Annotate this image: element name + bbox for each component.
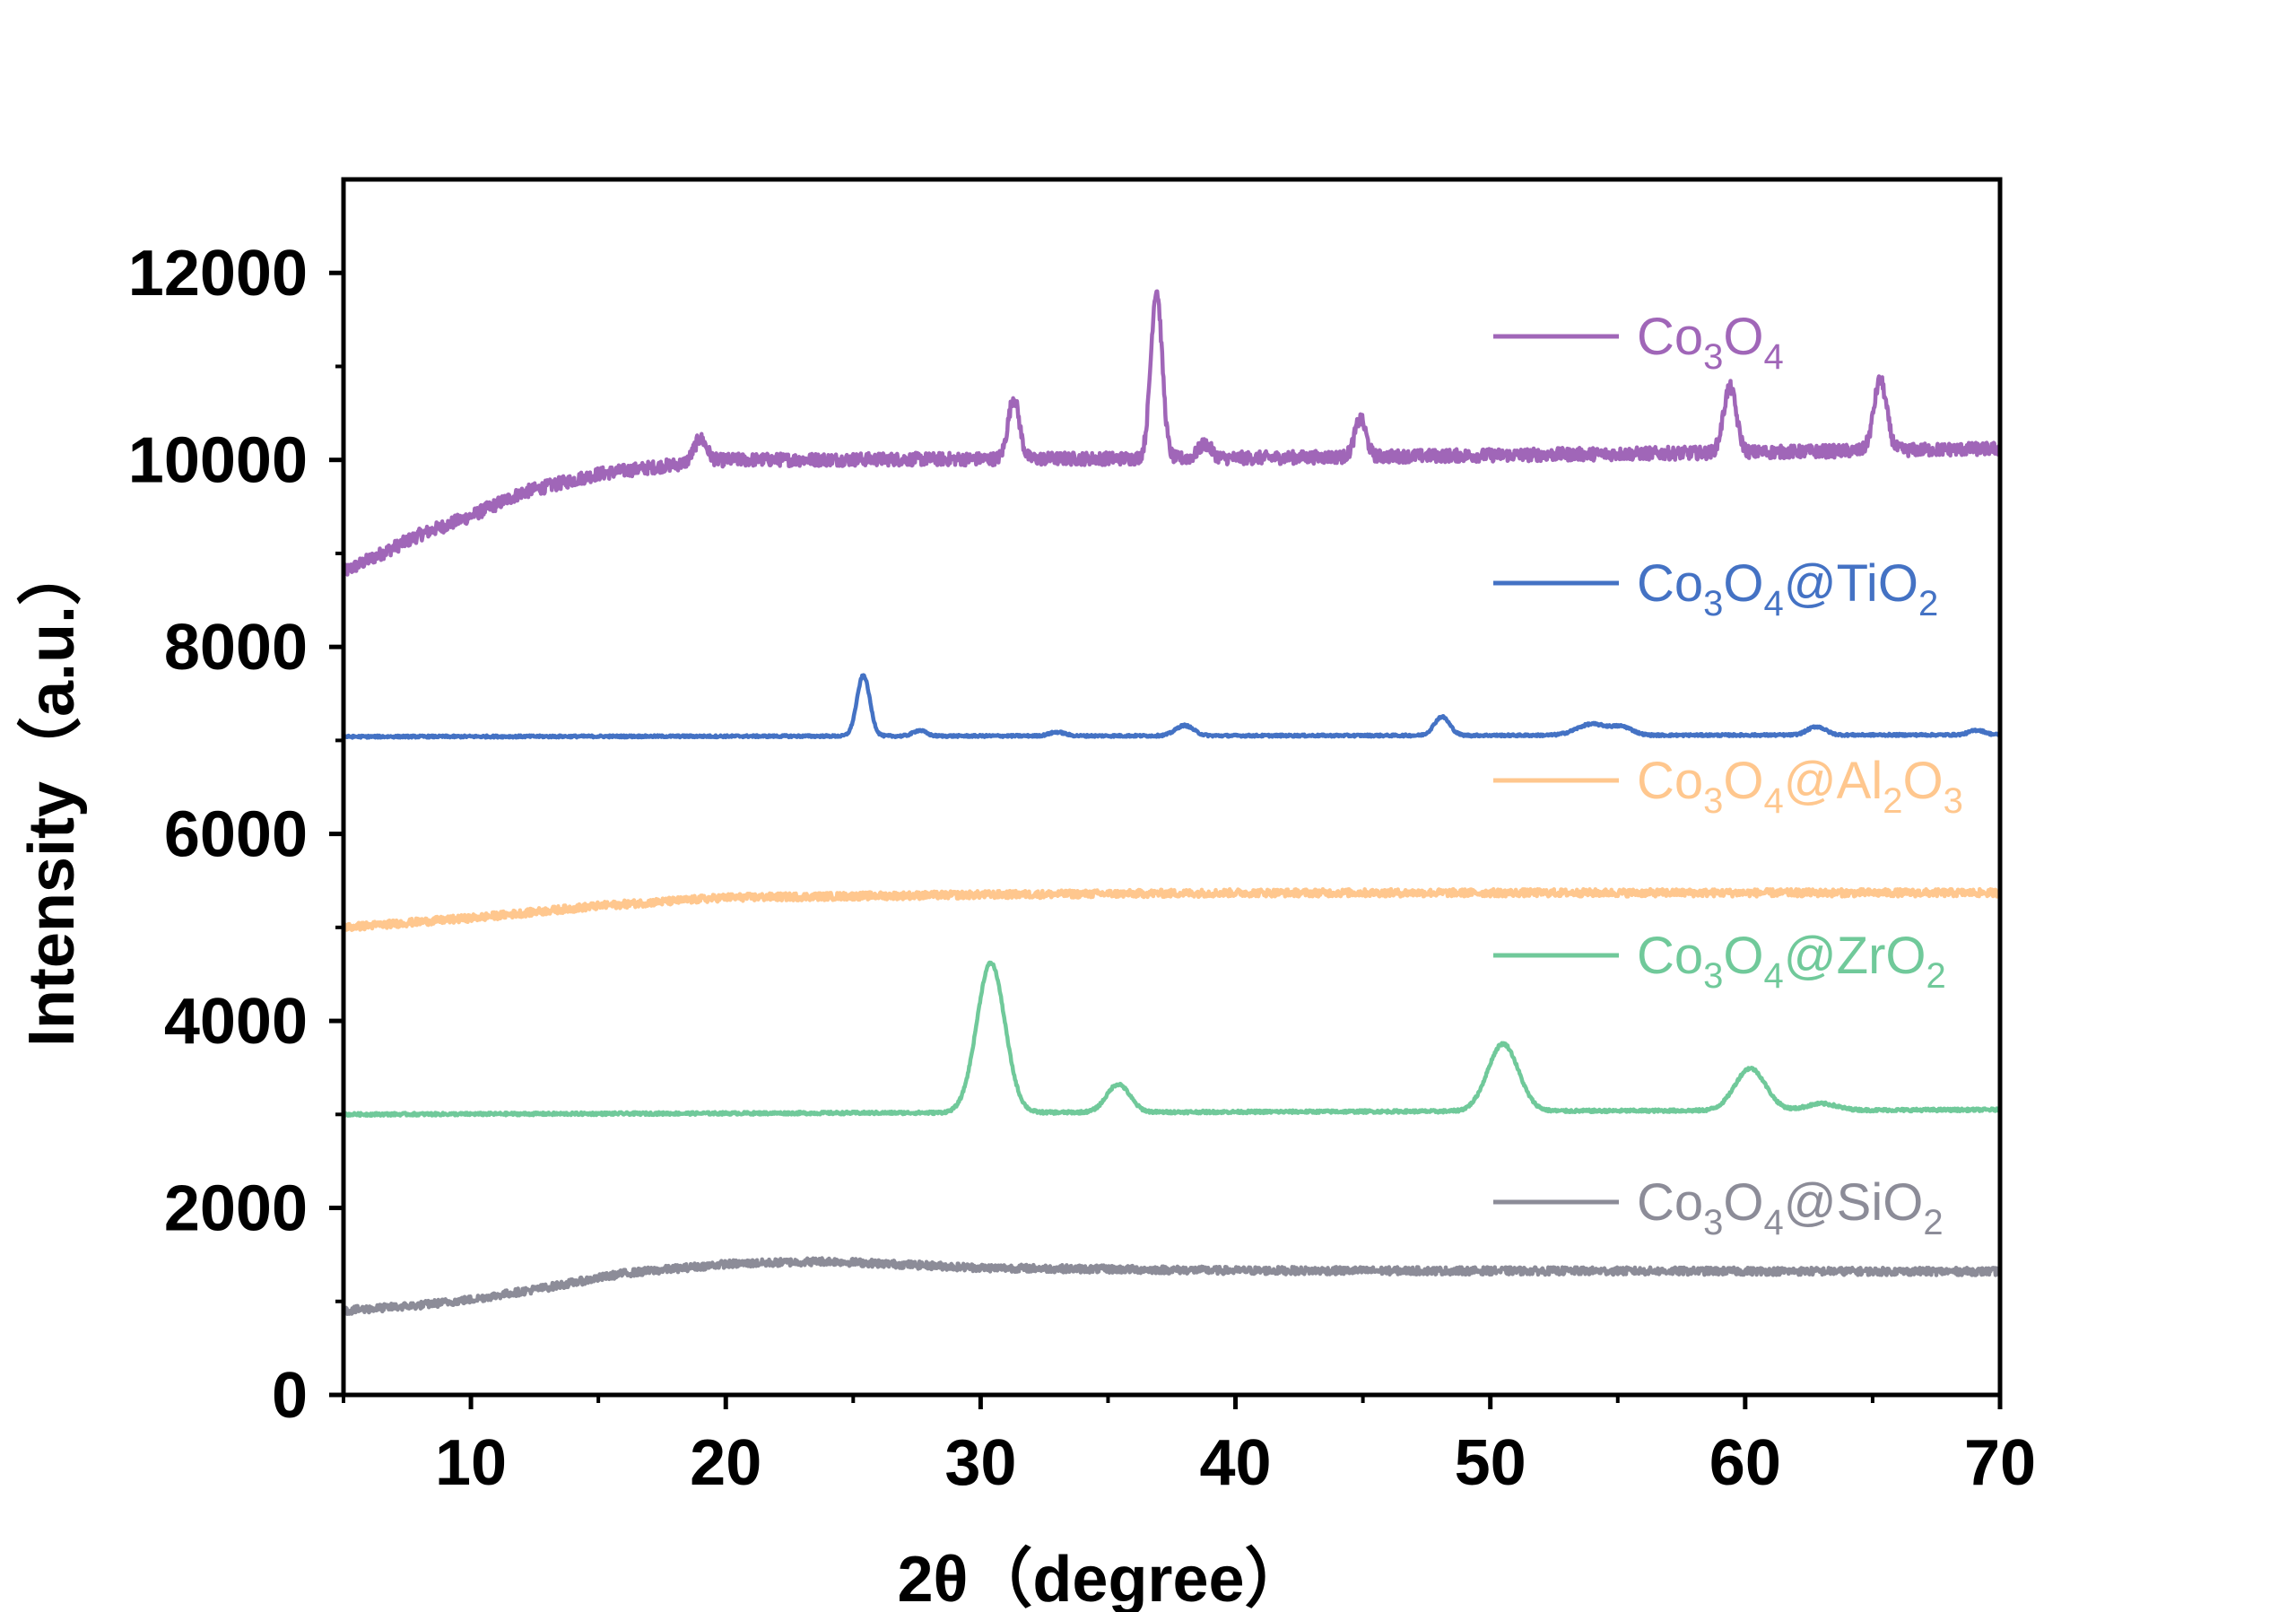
x-tick-label: 50	[1455, 1427, 1526, 1499]
y-tick-label: 2000	[164, 1173, 308, 1245]
y-tick-label: 12000	[128, 238, 308, 309]
series-line-co3o4	[341, 289, 2003, 577]
series-line-co3o4-sio2	[341, 1256, 2003, 1317]
x-tick-label: 70	[1964, 1427, 2036, 1499]
legend: Co3O4 Co3O4@TiO2 Co3O4@Al2O3 Co3O4@ZrO2 Co3O…	[1493, 308, 1963, 1242]
series-line-co3o4-zro2	[342, 960, 2003, 1119]
y-tick-label: 4000	[164, 986, 308, 1058]
x-tick-label: 40	[1199, 1427, 1271, 1499]
legend-entry-co3o4-zro2: Co3O4@ZrO2	[1493, 927, 1946, 996]
axes	[341, 177, 2003, 1398]
legend-label: Co3O4	[1637, 308, 1784, 377]
series-curves	[341, 289, 2003, 1317]
legend-entry-co3o4-sio2: Co3O4@SiO2	[1493, 1173, 1944, 1242]
x-tick-label: 30	[944, 1427, 1016, 1499]
legend-entry-co3o4: Co3O4	[1493, 308, 1784, 377]
x-tick-label: 60	[1709, 1427, 1781, 1499]
y-axis-title: Intensity（a.u.）	[16, 541, 88, 1047]
ticks: 10 20 30 40 50 60 70 0 2000 4000 6000 8000 10000 1200…	[128, 238, 2036, 1499]
plot-frame	[341, 177, 2003, 1398]
legend-label: Co3O4@TiO2	[1637, 554, 1938, 623]
legend-label: Co3O4@Al2O3	[1637, 752, 1963, 821]
legend-label: Co3O4@SiO2	[1637, 1173, 1944, 1242]
y-tick-label: 6000	[164, 799, 308, 871]
x-tick-label: 10	[435, 1427, 507, 1499]
legend-entry-co3o4-al2o3: Co3O4@Al2O3	[1493, 752, 1963, 821]
y-tick-label: 8000	[164, 612, 308, 684]
x-axis-title: 2θ（degree）	[897, 1544, 1309, 1612]
y-tick-label: 0	[272, 1360, 308, 1432]
series-line-co3o4-al2o3	[341, 886, 2002, 933]
x-tick-label: 20	[690, 1427, 761, 1499]
y-tick-label: 10000	[128, 425, 308, 497]
legend-label: Co3O4@ZrO2	[1637, 927, 1946, 996]
series-line-co3o4-tio2	[342, 673, 2002, 740]
legend-entry-co3o4-tio2: Co3O4@TiO2	[1493, 554, 1938, 623]
